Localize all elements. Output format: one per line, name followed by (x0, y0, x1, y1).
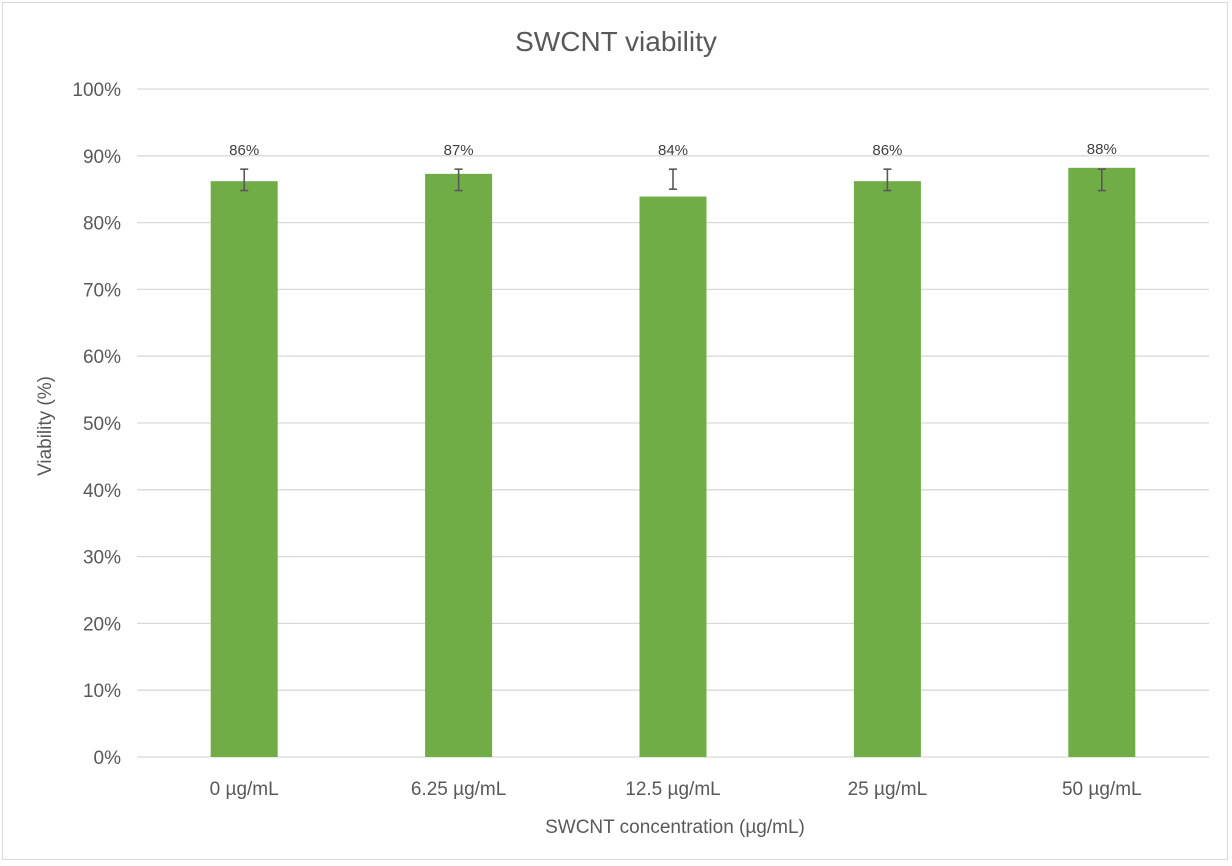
y-tick-label: 80% (83, 214, 121, 235)
y-tick-label: 60% (83, 347, 121, 368)
data-label: 86% (872, 142, 902, 159)
bar (425, 173, 493, 757)
data-label: 87% (444, 142, 474, 159)
bar (210, 181, 278, 757)
y-axis-title: Viability (%) (35, 376, 56, 476)
x-axis-title: SWCNT concentration (µg/mL) (545, 817, 805, 838)
y-tick-label: 40% (83, 481, 121, 502)
x-category-label: 25 µg/mL (848, 779, 928, 800)
y-tick-label: 50% (83, 414, 121, 435)
y-axis-ticks: 0% 10% 20% 30% 40% 50% 60% 70% 80% 90% 100% (72, 80, 121, 769)
data-labels: 86% 87% 84% 86% 88% (229, 141, 1117, 159)
y-tick-label: 0% (94, 748, 122, 769)
error-bar (454, 168, 463, 192)
x-category-label: 6.25 µg/mL (411, 779, 506, 800)
data-label: 84% (658, 142, 688, 159)
error-bars (240, 168, 1106, 192)
y-tick-label: 20% (83, 614, 121, 635)
x-category-label: 50 µg/mL (1062, 779, 1142, 800)
error-bar (883, 168, 892, 192)
data-label: 86% (229, 142, 259, 159)
y-tick-label: 70% (83, 280, 121, 301)
y-tick-label: 30% (83, 548, 121, 569)
bars (210, 167, 1136, 758)
data-label: 88% (1087, 141, 1117, 158)
error-bar (669, 168, 677, 190)
y-tick-label: 10% (83, 681, 121, 702)
x-category-label: 0 µg/mL (210, 779, 279, 800)
bar (639, 196, 707, 758)
error-bar (240, 168, 249, 192)
chart-title: SWCNT viability (515, 26, 717, 57)
bar (1068, 167, 1136, 758)
error-bar (1097, 168, 1106, 192)
x-category-label: 12.5 µg/mL (625, 779, 720, 800)
x-axis-categories: 0 µg/mL 6.25 µg/mL 12.5 µg/mL 25 µg/mL 50 µg… (210, 779, 1142, 800)
y-tick-label: 90% (83, 147, 121, 168)
y-tick-label: 100% (72, 80, 121, 101)
bar-chart: SWCNT viability 0% 10% 20% 30% 40% 50% 60% 70% 8… (35, 26, 1209, 838)
bar (853, 181, 921, 757)
